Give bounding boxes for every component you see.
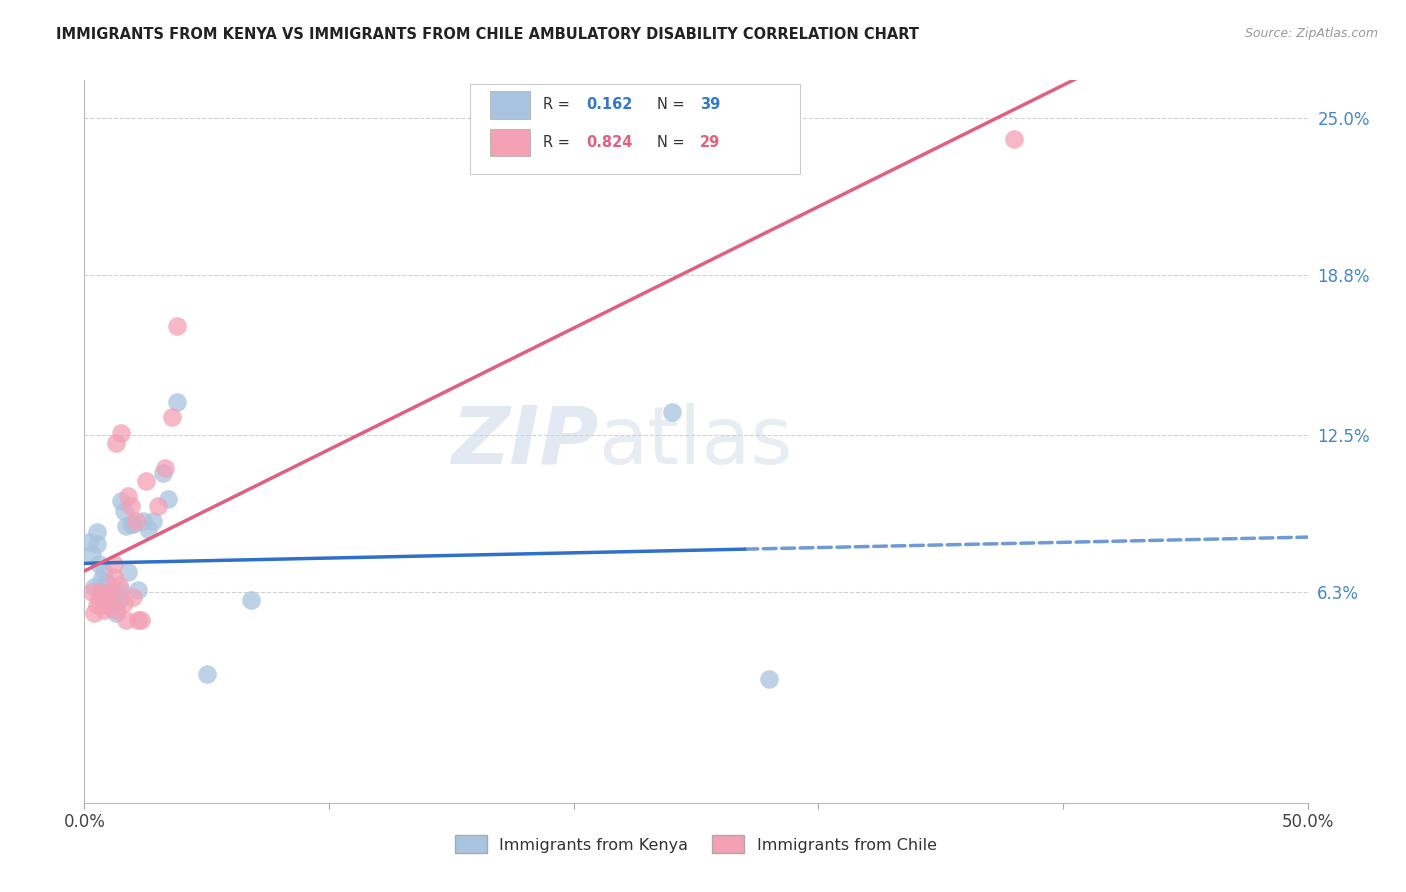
Point <box>127 613 149 627</box>
Point <box>110 494 132 508</box>
Point <box>105 603 128 617</box>
Point <box>166 319 188 334</box>
Point <box>129 613 152 627</box>
Text: N =: N = <box>657 135 685 150</box>
Point <box>105 606 128 620</box>
Point <box>758 672 780 686</box>
Point <box>93 603 115 617</box>
Point <box>115 519 138 533</box>
Point <box>156 491 179 506</box>
Text: R =: R = <box>543 135 569 150</box>
Point <box>93 565 115 579</box>
Text: 0.824: 0.824 <box>586 135 633 150</box>
FancyBboxPatch shape <box>470 84 800 174</box>
Point <box>142 515 165 529</box>
Point <box>1002 131 1025 145</box>
Point <box>103 595 125 609</box>
Point <box>107 578 129 592</box>
Point <box>86 598 108 612</box>
Point <box>136 522 159 536</box>
Point <box>122 516 145 531</box>
Point <box>83 606 105 620</box>
Point <box>90 573 112 587</box>
Legend: Immigrants from Kenya, Immigrants from Chile: Immigrants from Kenya, Immigrants from C… <box>449 829 943 860</box>
Point <box>83 580 105 594</box>
Point <box>90 585 112 599</box>
Point <box>96 595 118 609</box>
Text: atlas: atlas <box>598 402 793 481</box>
Point <box>112 595 135 609</box>
Bar <box>491 128 530 156</box>
Point <box>103 570 125 584</box>
Point <box>107 593 129 607</box>
Point <box>100 585 122 599</box>
Point <box>115 613 138 627</box>
Point <box>100 600 122 615</box>
Point <box>117 565 139 579</box>
Point <box>132 515 155 529</box>
Point <box>122 591 145 605</box>
Point <box>153 461 176 475</box>
Point <box>87 593 110 607</box>
Point <box>112 504 135 518</box>
Bar <box>491 91 530 119</box>
Point <box>166 395 188 409</box>
Point <box>110 582 132 597</box>
Point <box>103 558 125 572</box>
Point <box>105 588 128 602</box>
Point <box>152 467 174 481</box>
Point <box>97 598 120 612</box>
Text: N =: N = <box>657 97 685 112</box>
Point <box>80 585 103 599</box>
Point <box>86 524 108 539</box>
Point <box>110 425 132 440</box>
Point <box>93 593 115 607</box>
Point <box>100 593 122 607</box>
Point <box>103 585 125 599</box>
Point <box>96 588 118 602</box>
Point <box>87 558 110 572</box>
Point <box>146 499 169 513</box>
Point <box>97 598 120 612</box>
Point <box>195 666 218 681</box>
Point <box>86 537 108 551</box>
Text: 0.162: 0.162 <box>586 97 633 112</box>
Text: ZIP: ZIP <box>451 402 598 481</box>
Text: Source: ZipAtlas.com: Source: ZipAtlas.com <box>1244 27 1378 40</box>
Point <box>96 575 118 590</box>
Text: R =: R = <box>543 97 569 112</box>
Point <box>120 516 142 531</box>
Point <box>117 489 139 503</box>
Point <box>97 585 120 599</box>
Point <box>80 547 103 561</box>
Point <box>120 499 142 513</box>
Point <box>162 410 184 425</box>
Text: 39: 39 <box>700 97 720 112</box>
Point <box>239 593 262 607</box>
Point <box>90 585 112 599</box>
Point <box>135 474 157 488</box>
Point <box>77 534 100 549</box>
Text: 29: 29 <box>700 135 720 150</box>
Point <box>105 435 128 450</box>
Point <box>661 405 683 419</box>
Text: IMMIGRANTS FROM KENYA VS IMMIGRANTS FROM CHILE AMBULATORY DISABILITY CORRELATION: IMMIGRANTS FROM KENYA VS IMMIGRANTS FROM… <box>56 27 920 42</box>
Point <box>125 515 148 529</box>
Point <box>127 582 149 597</box>
